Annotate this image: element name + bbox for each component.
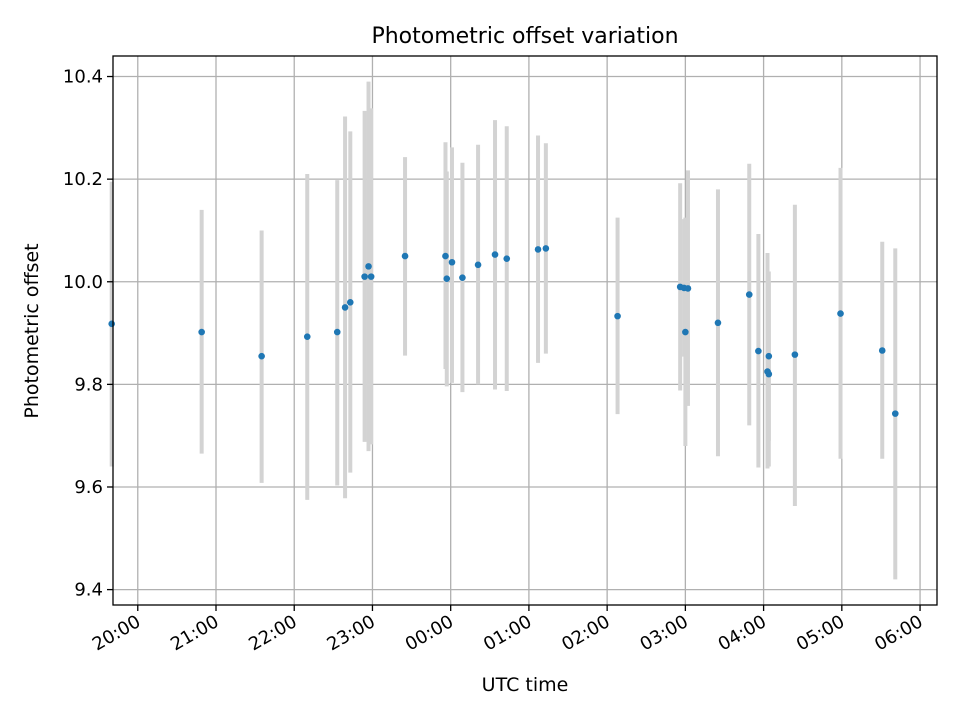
data-point	[684, 285, 692, 292]
x-tick-label: 06:00	[871, 611, 926, 655]
y-tick-label: 9.4	[74, 580, 103, 601]
x-tick-label: 20:00	[89, 611, 144, 655]
data-point	[367, 273, 375, 280]
data-point	[534, 246, 542, 253]
data-point	[401, 252, 409, 260]
y-tick-label: 10.4	[63, 67, 103, 88]
data-points	[108, 245, 899, 417]
data-point	[365, 263, 372, 270]
data-point	[791, 351, 799, 358]
data-point	[878, 347, 886, 354]
data-point	[891, 410, 899, 417]
data-point	[303, 333, 311, 340]
x-tick-label: 04:00	[715, 611, 770, 655]
data-point	[765, 352, 773, 360]
data-point	[765, 370, 773, 378]
x-tick-label: 00:00	[402, 611, 457, 655]
data-point	[745, 291, 753, 298]
x-tick-label: 23:00	[324, 611, 379, 655]
x-axis-label: UTC time	[482, 674, 569, 696]
x-tick-label: 22:00	[245, 611, 300, 655]
plot-frame	[112, 55, 938, 606]
x-tick-label: 02:00	[558, 611, 613, 655]
data-point	[442, 252, 449, 260]
data-point	[346, 298, 354, 306]
y-tick-label: 9.8	[74, 374, 103, 395]
data-point	[443, 275, 451, 282]
data-point	[341, 304, 349, 311]
x-tick-label: 01:00	[480, 611, 535, 655]
data-point	[459, 274, 466, 281]
data-point	[755, 347, 762, 355]
data-point	[614, 312, 621, 320]
data-point	[448, 258, 456, 266]
x-tick-label: 03:00	[636, 611, 691, 655]
x-tick-label: 05:00	[793, 611, 848, 655]
x-tick-label: 21:00	[167, 611, 222, 655]
data-point	[333, 328, 341, 336]
data-point	[258, 352, 265, 360]
chart-title: Photometric offset variation	[371, 24, 678, 49]
y-axis-label: Photometric offset	[21, 243, 43, 418]
data-point	[491, 251, 499, 258]
y-tick-label: 10.0	[63, 272, 103, 293]
data-point	[503, 255, 511, 262]
data-point	[682, 328, 689, 336]
y-tick-label: 9.6	[74, 477, 103, 498]
data-point	[542, 245, 550, 252]
data-point	[474, 261, 482, 269]
data-point	[714, 319, 722, 327]
error-bars	[109, 81, 898, 580]
data-point	[198, 328, 205, 336]
y-tick-label: 10.2	[63, 169, 103, 190]
data-point	[837, 310, 844, 317]
data-point	[108, 320, 115, 328]
data-point	[361, 273, 368, 280]
grid-lines	[113, 56, 937, 605]
